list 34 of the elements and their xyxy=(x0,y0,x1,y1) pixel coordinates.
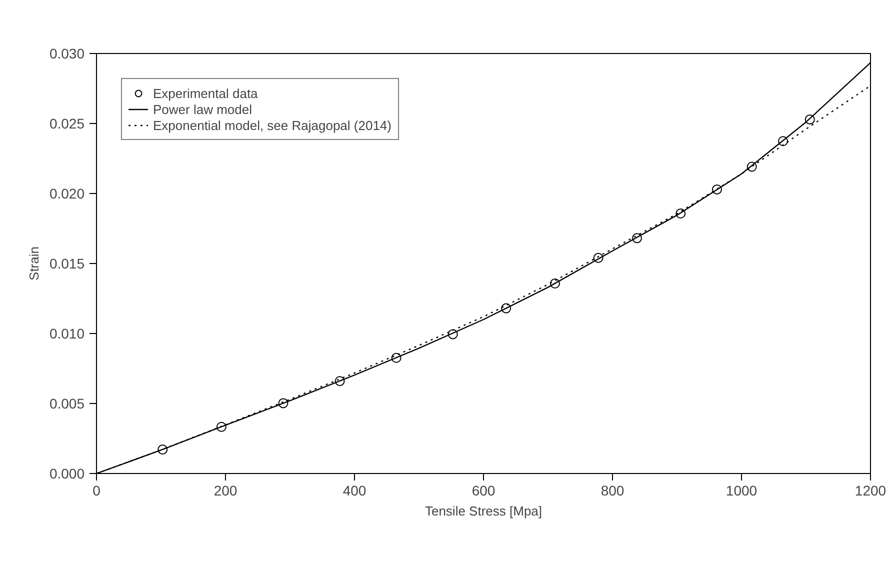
point xyxy=(676,208,686,219)
x-tick-label: 400 xyxy=(342,482,366,498)
point xyxy=(550,278,560,289)
x-tick-label: 1200 xyxy=(854,482,886,498)
x-tick-label: 800 xyxy=(600,482,624,498)
x-tick-label: 1000 xyxy=(726,482,758,498)
y-tick-label: 0.025 xyxy=(49,116,85,132)
x-tick-label: 200 xyxy=(214,482,238,498)
y-axis-title: Strain xyxy=(26,246,42,280)
point xyxy=(632,233,642,244)
y-tick-label: 0.030 xyxy=(49,46,85,62)
point xyxy=(391,352,402,363)
point xyxy=(334,376,345,386)
x-tick-label: 0 xyxy=(92,482,101,498)
point xyxy=(278,398,288,408)
point xyxy=(746,162,757,172)
y-tick-label: 0.000 xyxy=(49,466,85,482)
point xyxy=(593,252,604,263)
y-tick-label: 0.010 xyxy=(49,326,85,342)
point xyxy=(158,444,168,455)
point xyxy=(712,184,722,194)
y-tick-label: 0.015 xyxy=(49,256,85,272)
y-tick-label: 0.020 xyxy=(49,186,85,202)
x-axis-title: Tensile Stress [Mpa] xyxy=(424,504,542,518)
legend-label: Experimental data xyxy=(153,85,258,101)
legend-label: Power law model xyxy=(153,101,252,117)
point xyxy=(501,303,512,314)
point xyxy=(216,422,226,432)
point xyxy=(448,329,458,340)
legend-label: Exponential model, see Rajagopal (2014) xyxy=(153,117,392,133)
x-tick-label: 600 xyxy=(472,482,496,498)
point xyxy=(804,114,815,124)
y-tick-label: 0.005 xyxy=(49,396,85,412)
point xyxy=(778,136,788,146)
